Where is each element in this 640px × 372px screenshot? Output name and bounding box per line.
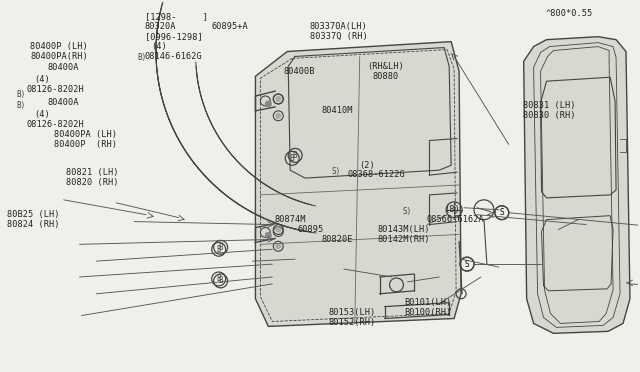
Circle shape — [276, 244, 281, 249]
Polygon shape — [255, 42, 461, 326]
Text: 80153(LH): 80153(LH) — [328, 308, 376, 317]
Text: 80820 (RH): 80820 (RH) — [66, 178, 118, 187]
Text: B): B) — [16, 90, 26, 99]
Text: B): B) — [16, 101, 26, 110]
Text: 80B25 (LH): 80B25 (LH) — [7, 210, 60, 219]
Circle shape — [276, 96, 281, 102]
Text: B0101(LH): B0101(LH) — [404, 298, 451, 307]
Text: 08126-8202H: 08126-8202H — [26, 120, 84, 129]
Text: (2): (2) — [360, 161, 375, 170]
Polygon shape — [524, 37, 630, 333]
Text: 08566-6162A: 08566-6162A — [427, 215, 484, 224]
Text: 803370A(LH): 803370A(LH) — [310, 22, 367, 31]
Text: B: B — [218, 243, 223, 252]
Circle shape — [276, 113, 281, 118]
Text: 80820E: 80820E — [321, 235, 353, 244]
Text: 80400P (LH): 80400P (LH) — [30, 42, 88, 51]
Text: 80400PA(RH): 80400PA(RH) — [30, 52, 88, 61]
Text: (4): (4) — [152, 42, 167, 51]
Text: 80400A: 80400A — [48, 63, 79, 72]
Text: 80143M(LH): 80143M(LH) — [377, 225, 429, 234]
Text: 80400B: 80400B — [283, 67, 315, 76]
Text: 80874M: 80874M — [274, 215, 306, 224]
Circle shape — [266, 232, 271, 238]
Text: 80830 (RH): 80830 (RH) — [524, 111, 576, 120]
Text: (8): (8) — [445, 205, 460, 214]
Text: [1298-     ]: [1298- ] — [145, 12, 207, 21]
Text: B): B) — [138, 54, 147, 62]
Text: S): S) — [403, 207, 412, 216]
Text: B: B — [216, 245, 221, 254]
Text: 08368-6122G: 08368-6122G — [348, 170, 406, 179]
Text: 80400PA (LH): 80400PA (LH) — [54, 130, 117, 140]
Text: S: S — [499, 208, 504, 217]
Text: 60895+A: 60895+A — [212, 22, 249, 31]
Text: 80831 (LH): 80831 (LH) — [524, 101, 576, 110]
Text: (4): (4) — [34, 75, 50, 84]
Text: 80400A: 80400A — [48, 97, 79, 107]
Text: [0996-1298]: [0996-1298] — [145, 32, 202, 41]
Text: B0100(RH): B0100(RH) — [404, 308, 451, 317]
Text: B: B — [290, 154, 294, 163]
Text: B: B — [218, 276, 223, 285]
Text: 60895: 60895 — [297, 225, 323, 234]
Text: 80880: 80880 — [372, 72, 398, 81]
Text: (4): (4) — [34, 110, 50, 119]
Text: 80410M: 80410M — [321, 106, 353, 115]
Text: 08146-6162G: 08146-6162G — [145, 52, 202, 61]
Text: 80142M(RH): 80142M(RH) — [377, 235, 429, 244]
Text: S: S — [499, 208, 504, 217]
Text: 80821 (LH): 80821 (LH) — [66, 168, 118, 177]
Text: 80337Q (RH): 80337Q (RH) — [310, 32, 367, 41]
Circle shape — [266, 101, 271, 107]
Text: 80152(RH): 80152(RH) — [328, 318, 376, 327]
Text: (RH&LH): (RH&LH) — [367, 62, 404, 71]
Text: S: S — [465, 260, 469, 269]
Text: 80824 (RH): 80824 (RH) — [7, 220, 60, 229]
Text: B: B — [216, 275, 221, 283]
Text: B: B — [293, 151, 298, 160]
Text: S: S — [465, 260, 469, 269]
Text: ^800*0.55: ^800*0.55 — [546, 9, 593, 17]
Text: S): S) — [332, 167, 340, 176]
Text: 80400P  (RH): 80400P (RH) — [54, 140, 117, 149]
Circle shape — [276, 227, 281, 232]
Text: 08126-8202H: 08126-8202H — [26, 85, 84, 94]
Text: 80320A: 80320A — [145, 22, 176, 31]
